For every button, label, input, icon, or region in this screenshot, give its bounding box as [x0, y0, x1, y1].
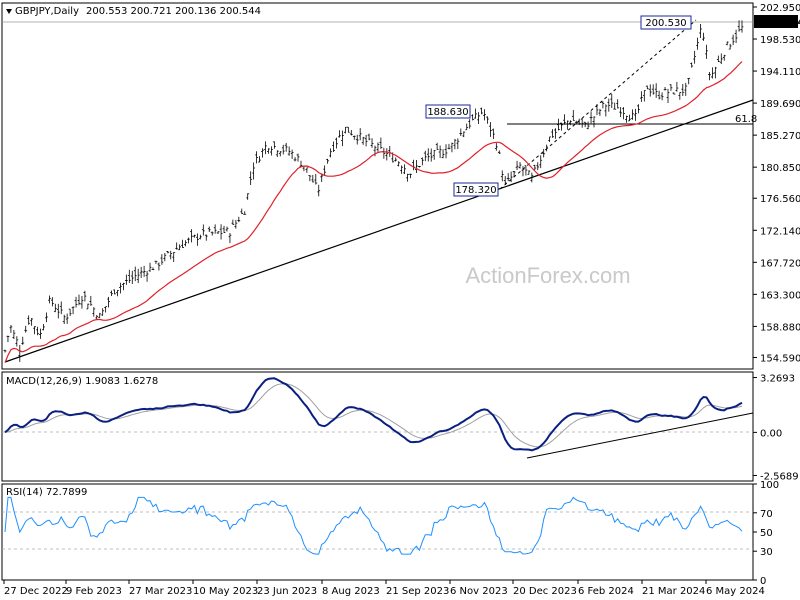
- price-panel: [1, 2, 754, 370]
- date-tick-label: 21 Sep 2023: [386, 586, 449, 597]
- price-tick-label: 163.300: [760, 290, 800, 301]
- date-tick-label: 27 Dec 2022: [4, 586, 68, 597]
- macd-panel: [1, 371, 754, 482]
- macd-title: MACD(12,26,9) 1.9083 1.6278: [6, 376, 158, 387]
- ohlc-readout: 200.553 200.721 200.136 200.544: [86, 6, 261, 17]
- macd-axis: 3.2693 0.00 -2.5689: [753, 374, 799, 482]
- price-tick-label: 172.140: [760, 226, 800, 237]
- symbol-label: GBPJPY,Daily: [15, 6, 79, 17]
- date-tick-label: 6 Feb 2024: [578, 586, 634, 597]
- rsi-tick-label: 70: [760, 509, 773, 520]
- annotation-box-mid: [425, 104, 471, 119]
- date-tick-label: 20 Dec 2023: [513, 586, 577, 597]
- price-tick-label: 154.590: [760, 353, 800, 364]
- annotation-low: 178.320: [455, 185, 496, 196]
- moving-average-line: [4, 61, 743, 363]
- date-tick-label: 10 May 2023: [193, 586, 258, 597]
- last-price-tag: [754, 15, 798, 28]
- price-bars: [3, 20, 744, 362]
- macd-line: [4, 377, 743, 452]
- date-tick-label: 6 May 2024: [706, 586, 765, 597]
- price-tick-label: 194.110: [760, 67, 800, 78]
- price-tick-label: 185.270: [760, 131, 800, 142]
- price-tick-label: 180.850: [760, 163, 800, 174]
- macd-tick-label: 0.00: [760, 428, 782, 439]
- rsi-tick-label: 50: [760, 528, 773, 539]
- rising-trendline: [4, 99, 754, 363]
- annotation-box-high: [640, 15, 692, 30]
- price-tick-label: 202.950: [760, 3, 800, 14]
- macd-tick-label: -2.5689: [760, 471, 799, 482]
- date-tick-label: 9 Feb 2023: [66, 586, 122, 597]
- annotation-box-low: [453, 182, 499, 197]
- dropdown-triangle-icon[interactable]: [6, 9, 12, 14]
- price-tick-label: 176.560: [760, 194, 800, 205]
- annotation-mid: 188.630: [427, 107, 468, 118]
- price-tick-label: 189.690: [760, 99, 800, 110]
- rsi-line: [4, 496, 743, 555]
- price-tick-label: 158.880: [760, 322, 800, 333]
- fib-label: 61.8: [735, 114, 757, 125]
- date-tick-label: 27 Mar 2023: [129, 586, 192, 597]
- macd-trendline: [526, 412, 754, 459]
- rsi-axis: 100 70 50 30 0: [753, 480, 779, 587]
- projection-line: [499, 19, 697, 190]
- annotation-high: 200.530: [645, 18, 686, 29]
- rsi-tick-label: 0: [760, 576, 766, 587]
- date-tick-label: 6 Nov 2023: [450, 586, 508, 597]
- last-price-value: 200.544: [759, 17, 800, 28]
- price-tick-label: 198.530: [760, 35, 800, 46]
- watermark: ActionForex.com: [465, 263, 630, 288]
- date-tick-label: 21 Mar 2024: [642, 586, 705, 597]
- price-tick-label: 167.720: [760, 258, 800, 269]
- price-axis: 202.950 198.530 194.110 189.690 185.270 180.8…: [753, 3, 800, 364]
- macd-tick-label: 3.2693: [760, 374, 795, 385]
- rsi-tick-label: 100: [760, 480, 779, 491]
- date-tick-label: 8 Aug 2023: [322, 586, 380, 597]
- rsi-title: RSI(14) 72.7899: [6, 487, 87, 498]
- date-tick-label: 23 Jun 2023: [257, 586, 317, 597]
- rsi-tick-label: 30: [760, 547, 773, 558]
